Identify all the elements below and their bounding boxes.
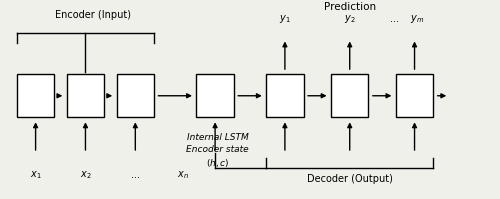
- Text: Encoder (Input): Encoder (Input): [55, 10, 131, 20]
- Bar: [67, 74, 104, 117]
- Text: $x_2$: $x_2$: [80, 169, 91, 180]
- Bar: [17, 74, 54, 117]
- Text: Prediction: Prediction: [324, 2, 376, 12]
- Text: ...: ...: [131, 170, 140, 180]
- Text: Decoder (Output): Decoder (Output): [307, 174, 392, 184]
- Text: $x_n$: $x_n$: [177, 169, 188, 180]
- Text: $x_1$: $x_1$: [30, 169, 42, 180]
- Bar: [266, 74, 304, 117]
- Text: ...: ...: [390, 14, 399, 24]
- Text: $y_1$: $y_1$: [279, 13, 290, 25]
- Bar: [196, 74, 234, 117]
- Text: $y_2$: $y_2$: [344, 13, 356, 25]
- Bar: [396, 74, 433, 117]
- Bar: [116, 74, 154, 117]
- Bar: [331, 74, 368, 117]
- Text: $y_m$: $y_m$: [410, 13, 424, 25]
- Text: Internal LSTM
Encoder state
$(h,c)$: Internal LSTM Encoder state $(h,c)$: [186, 133, 249, 169]
